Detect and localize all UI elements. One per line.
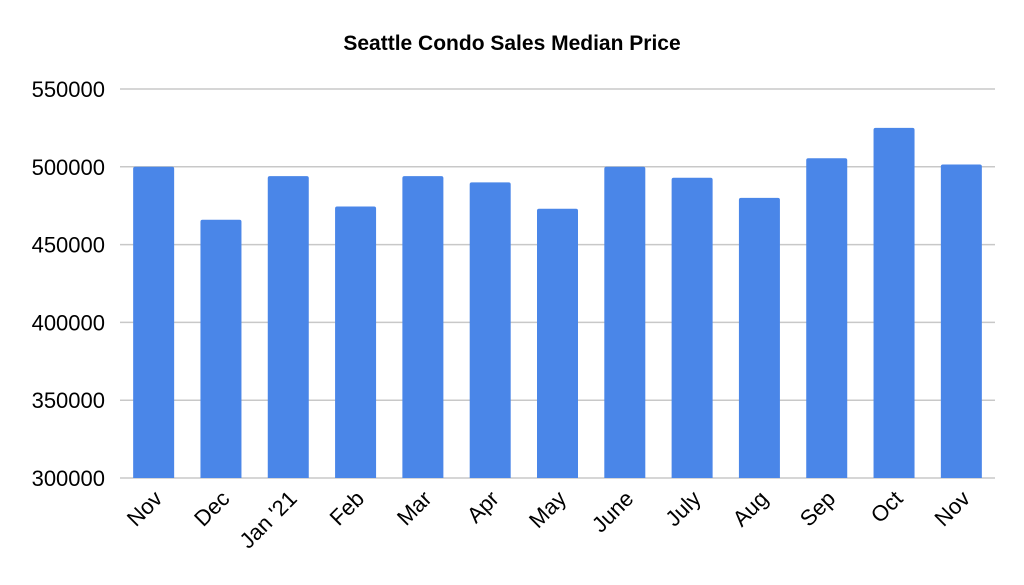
bar: [335, 206, 377, 478]
bar: [267, 176, 309, 479]
y-tick-label: 450000: [32, 233, 105, 258]
chart-title: Seattle Condo Sales Median Price: [343, 32, 680, 55]
x-axis-ticks: Nov Dec Jan '21 Feb Mar Apr May June July Aug Sep O…: [122, 486, 975, 553]
x-tick-label: Apr: [462, 486, 504, 528]
x-tick-label: Oct: [866, 486, 908, 528]
bar: [738, 197, 780, 479]
bar: [200, 219, 242, 479]
bar: [671, 177, 713, 478]
x-tick-label: July: [660, 486, 705, 531]
y-tick-label: 500000: [32, 155, 105, 180]
y-tick-label: 300000: [32, 466, 105, 491]
bar: [940, 164, 982, 478]
x-tick-label: Nov: [930, 486, 975, 531]
x-tick-label: Feb: [325, 486, 369, 530]
x-tick-label: Jan '21: [234, 486, 301, 553]
bar: [806, 158, 848, 478]
y-tick-label: 550000: [32, 77, 105, 102]
x-tick-label: Aug: [728, 486, 773, 531]
x-tick-label: June: [587, 486, 638, 537]
bar: [402, 176, 444, 479]
y-tick-label: 400000: [32, 310, 105, 335]
x-tick-label: Mar: [392, 486, 436, 530]
bar: [133, 166, 175, 479]
bar: [469, 182, 511, 479]
y-axis-ticks: 300000 350000 400000 450000 500000 550000: [32, 77, 105, 491]
bars: [133, 127, 982, 479]
bar: [537, 208, 578, 478]
bar: [873, 127, 915, 479]
x-tick-label: Dec: [189, 486, 234, 531]
bar: [604, 166, 646, 479]
x-tick-label: May: [524, 486, 571, 533]
x-tick-label: Sep: [795, 486, 840, 531]
x-tick-label: Nov: [122, 486, 167, 531]
y-tick-label: 350000: [32, 388, 105, 413]
